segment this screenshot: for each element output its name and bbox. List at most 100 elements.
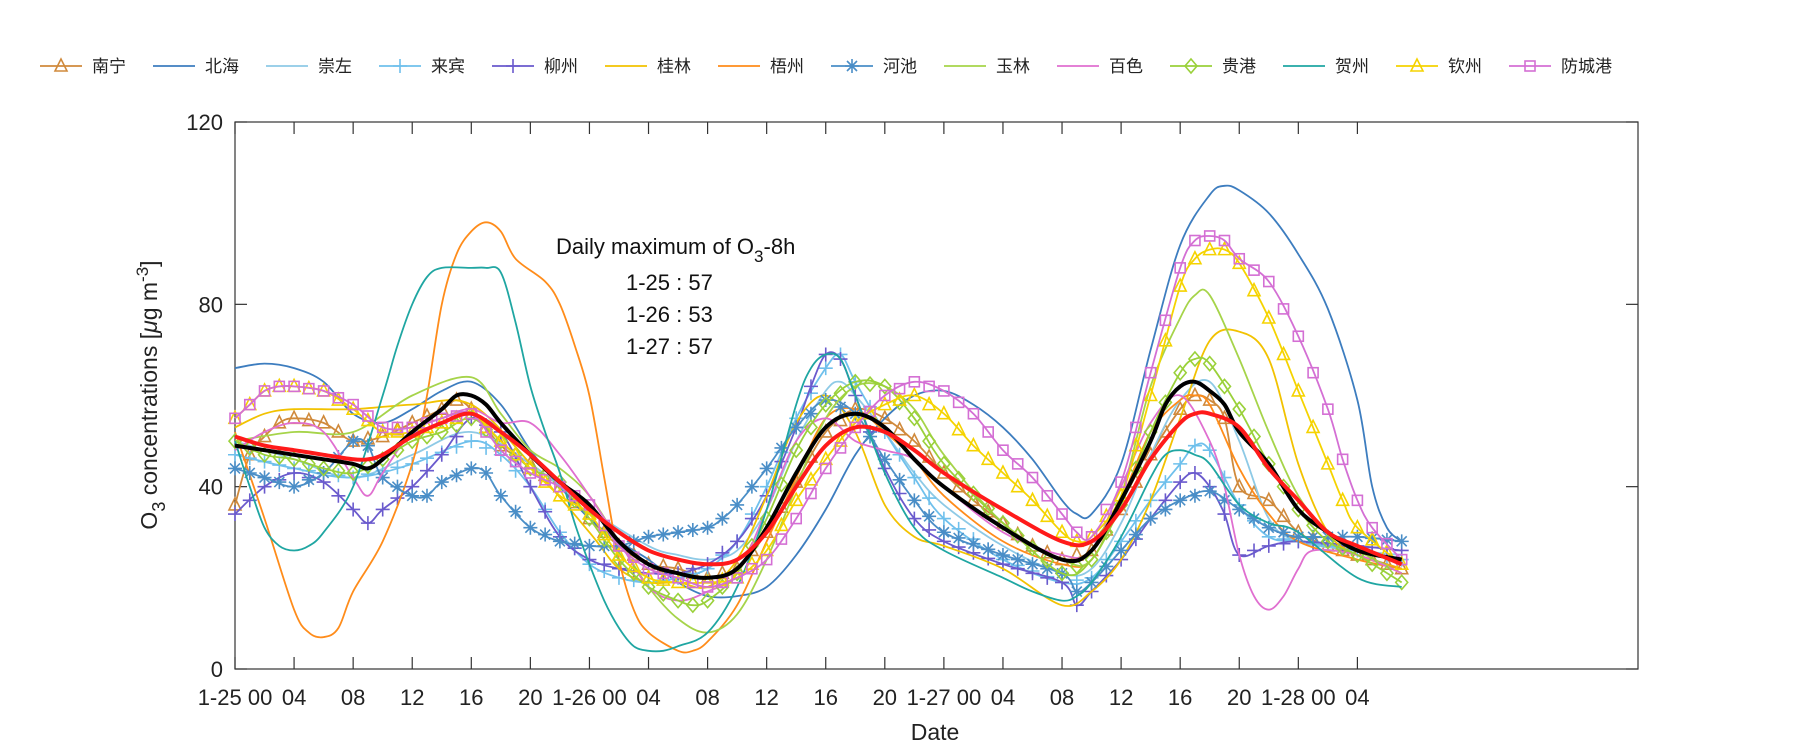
series-marker <box>1056 508 1068 520</box>
series-15 <box>234 410 1403 567</box>
legend-label: 北海 <box>205 57 239 77</box>
series-marker <box>715 545 730 560</box>
series-marker <box>552 486 568 502</box>
series-line <box>234 410 1403 567</box>
series-marker <box>818 393 833 408</box>
series-marker <box>715 571 730 586</box>
legend-label: 桂林 <box>657 57 691 77</box>
series-marker <box>701 581 714 593</box>
series-marker <box>287 479 302 494</box>
series-marker <box>997 444 1009 457</box>
legend-item: 河池 <box>831 57 917 77</box>
series-marker <box>1261 520 1276 535</box>
series-marker <box>390 460 405 475</box>
series-marker <box>1217 493 1232 508</box>
series-marker <box>390 479 405 494</box>
series-marker <box>1364 531 1380 546</box>
series-marker <box>656 527 671 542</box>
series-marker <box>980 450 996 466</box>
legend-item: 北海 <box>153 57 239 77</box>
series-marker <box>1010 552 1025 567</box>
series-marker <box>1291 529 1306 544</box>
series-line <box>234 288 1403 634</box>
series-marker <box>774 516 789 532</box>
legend-item: 百色 <box>1057 57 1143 77</box>
legend-label: 防城港 <box>1561 57 1612 77</box>
legend-item: 梧州 <box>718 57 804 77</box>
series-marker <box>1174 262 1186 274</box>
series-marker <box>938 385 950 397</box>
series-marker <box>803 471 819 486</box>
y-axis-label: O3 concentrations [μg m-3] <box>133 260 169 529</box>
series-marker <box>301 455 316 473</box>
series-marker <box>286 409 302 425</box>
series-marker <box>1202 484 1217 499</box>
series-marker <box>1172 277 1188 292</box>
legend-label: 玉林 <box>996 57 1030 77</box>
series-marker <box>1202 240 1218 256</box>
y-tick-label: 120 <box>186 110 223 135</box>
series-marker <box>1232 400 1247 418</box>
series-marker <box>346 502 361 517</box>
legend-marker <box>506 59 520 73</box>
series-marker <box>966 491 981 507</box>
series-marker <box>1203 230 1216 242</box>
legend-item: 防城港 <box>1509 57 1612 77</box>
series-marker <box>1262 275 1275 288</box>
series-marker <box>981 542 996 557</box>
series-layer <box>227 184 1409 654</box>
series-marker <box>538 504 553 519</box>
series-marker <box>1143 386 1158 402</box>
x-tick-label: 1-28 00 <box>1261 685 1336 710</box>
series-marker <box>509 455 522 468</box>
series-marker <box>1366 521 1378 534</box>
series-marker <box>685 596 700 614</box>
series-marker <box>819 462 832 475</box>
series-marker <box>877 452 892 467</box>
series-marker <box>1394 534 1409 549</box>
series-marker <box>390 423 405 438</box>
series-marker <box>508 446 523 463</box>
series-marker <box>360 516 375 531</box>
series-marker <box>774 476 789 493</box>
series-marker <box>923 380 935 393</box>
series-marker <box>1158 502 1173 517</box>
series-marker <box>1173 475 1188 490</box>
legend-item: 柳州 <box>492 57 578 77</box>
series-marker <box>1071 526 1083 539</box>
series-marker <box>641 578 656 596</box>
series-marker <box>1365 531 1380 546</box>
series-marker <box>670 592 686 609</box>
series-marker <box>301 411 317 427</box>
series-marker <box>375 470 390 485</box>
series-marker <box>258 385 271 397</box>
series-marker <box>1320 455 1336 470</box>
legend-label: 崇左 <box>318 57 352 77</box>
series-marker <box>243 398 256 411</box>
series-marker <box>331 468 346 483</box>
series-marker <box>907 410 922 427</box>
series-marker <box>434 475 449 490</box>
series-marker <box>1202 355 1217 372</box>
series-marker <box>818 361 833 376</box>
x-tick-label: 12 <box>400 685 424 710</box>
series-marker <box>1322 403 1334 415</box>
legend-label: 梧州 <box>770 57 804 77</box>
series-marker <box>316 414 331 429</box>
x-tick-label: 20 <box>873 685 897 710</box>
series-marker <box>995 464 1011 479</box>
series-marker <box>1039 507 1055 523</box>
series-marker <box>788 491 804 507</box>
series-marker <box>833 399 848 414</box>
series-marker <box>1025 557 1040 572</box>
series-14 <box>234 379 1403 580</box>
annotation-line-2: 1-26 : 53 <box>626 302 713 327</box>
series-marker <box>922 491 937 506</box>
series-marker <box>1217 240 1232 256</box>
series-marker <box>1261 538 1276 553</box>
x-tick-label: 16 <box>1168 685 1192 710</box>
annotation-line-3: 1-27 : 57 <box>626 334 713 359</box>
x-tick-label: 12 <box>1109 685 1133 710</box>
series-marker <box>671 525 686 540</box>
series-marker <box>228 461 242 476</box>
